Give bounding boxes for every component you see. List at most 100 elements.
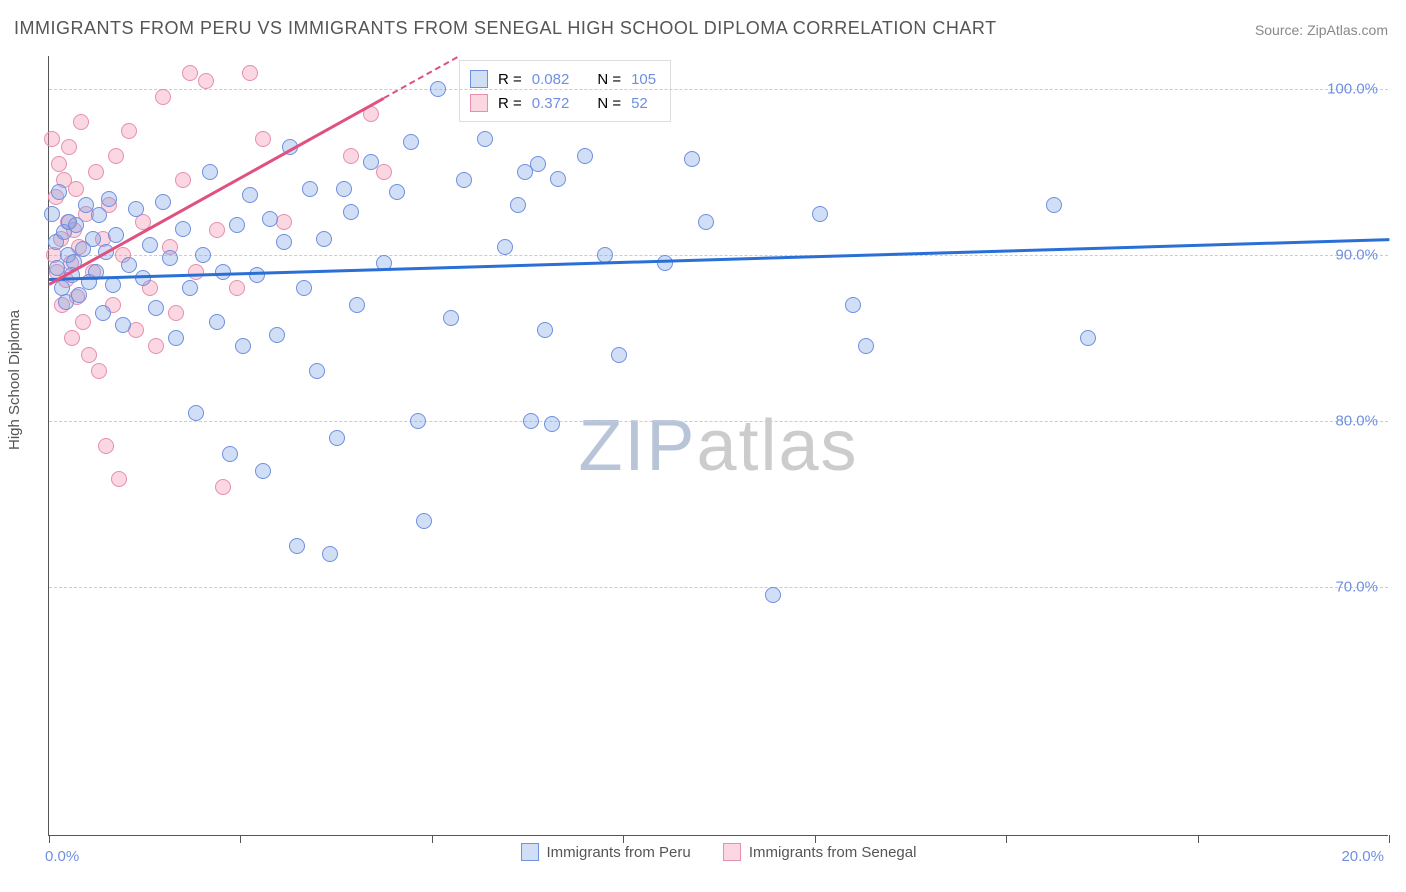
point-series1 — [765, 587, 781, 603]
point-series2 — [209, 222, 225, 238]
trendline-series1 — [49, 239, 1389, 281]
point-series2 — [255, 131, 271, 147]
point-series1 — [276, 234, 292, 250]
point-series1 — [44, 206, 60, 222]
trendline-series2 — [48, 97, 384, 286]
point-series1 — [497, 239, 513, 255]
r-value-series1: 0.082 — [532, 71, 570, 88]
x-tick — [432, 835, 433, 843]
n-label: N = — [597, 71, 621, 88]
point-series1 — [148, 300, 164, 316]
point-series1 — [249, 267, 265, 283]
point-series1 — [544, 416, 560, 432]
point-series2 — [81, 347, 97, 363]
point-series1 — [343, 204, 359, 220]
point-series1 — [222, 446, 238, 462]
point-series2 — [98, 438, 114, 454]
point-series1 — [155, 194, 171, 210]
point-series1 — [349, 297, 365, 313]
point-series2 — [229, 280, 245, 296]
y-tick-label: 80.0% — [1335, 413, 1378, 430]
x-tick — [49, 835, 50, 843]
point-series1 — [416, 513, 432, 529]
point-series1 — [443, 310, 459, 326]
point-series1 — [105, 277, 121, 293]
n-value-series1: 105 — [631, 71, 656, 88]
point-series2 — [68, 181, 84, 197]
point-series1 — [550, 171, 566, 187]
point-series2 — [148, 338, 164, 354]
point-series1 — [235, 338, 251, 354]
point-series1 — [128, 201, 144, 217]
point-series1 — [812, 206, 828, 222]
point-series1 — [363, 154, 379, 170]
point-series1 — [95, 305, 111, 321]
y-tick-label: 90.0% — [1335, 247, 1378, 264]
point-series2 — [155, 89, 171, 105]
y-tick-label: 70.0% — [1335, 579, 1378, 596]
point-series1 — [168, 330, 184, 346]
point-series1 — [430, 81, 446, 97]
point-series2 — [61, 139, 77, 155]
point-series2 — [198, 73, 214, 89]
watermark-atlas: atlas — [696, 406, 858, 486]
x-tick — [240, 835, 241, 843]
x-tick-label: 20.0% — [1341, 848, 1384, 865]
r-label: R = — [498, 71, 522, 88]
point-series1 — [108, 227, 124, 243]
x-tick — [1389, 835, 1390, 843]
point-series2 — [111, 471, 127, 487]
point-series2 — [108, 148, 124, 164]
point-series2 — [88, 164, 104, 180]
point-series2 — [64, 330, 80, 346]
r-value-series2: 0.372 — [532, 95, 570, 112]
legend-row-series1: R = 0.082 N = 105 — [470, 67, 656, 91]
point-series1 — [71, 287, 87, 303]
n-label: N = — [597, 95, 621, 112]
point-series1 — [537, 322, 553, 338]
point-series1 — [302, 181, 318, 197]
plot-area: ZIPatlas R = 0.082 N = 105 R = 0.372 N =… — [48, 56, 1388, 836]
r-label: R = — [498, 95, 522, 112]
point-series1 — [202, 164, 218, 180]
point-series1 — [510, 197, 526, 213]
point-series2 — [91, 363, 107, 379]
point-series1 — [329, 430, 345, 446]
legend-row-series2: R = 0.372 N = 52 — [470, 91, 656, 115]
x-tick — [1006, 835, 1007, 843]
point-series1 — [209, 314, 225, 330]
point-series1 — [195, 247, 211, 263]
point-series1 — [229, 217, 245, 233]
watermark-zip: ZIP — [578, 406, 696, 486]
point-series1 — [242, 187, 258, 203]
gridline — [49, 421, 1388, 422]
point-series2 — [376, 164, 392, 180]
point-series1 — [611, 347, 627, 363]
x-tick — [623, 835, 624, 843]
swatch-series2 — [723, 843, 741, 861]
point-series1 — [121, 257, 137, 273]
point-series1 — [316, 231, 332, 247]
x-tick-label: 0.0% — [45, 848, 79, 865]
point-series2 — [73, 114, 89, 130]
point-series1 — [698, 214, 714, 230]
swatch-series1 — [521, 843, 539, 861]
point-series1 — [530, 156, 546, 172]
y-tick-label: 100.0% — [1327, 81, 1378, 98]
point-series1 — [255, 463, 271, 479]
point-series1 — [456, 172, 472, 188]
n-value-series2: 52 — [631, 95, 648, 112]
point-series1 — [336, 181, 352, 197]
point-series2 — [215, 479, 231, 495]
point-series2 — [51, 156, 67, 172]
point-series1 — [269, 327, 285, 343]
trendline-series2-dashed — [384, 56, 459, 99]
swatch-series1 — [470, 70, 488, 88]
point-series1 — [101, 191, 117, 207]
series-legend: Immigrants from Peru Immigrants from Sen… — [49, 843, 1388, 865]
point-series1 — [477, 131, 493, 147]
gridline — [49, 89, 1388, 90]
point-series1 — [577, 148, 593, 164]
point-series1 — [657, 255, 673, 271]
legend-label-series2: Immigrants from Senegal — [749, 844, 917, 861]
